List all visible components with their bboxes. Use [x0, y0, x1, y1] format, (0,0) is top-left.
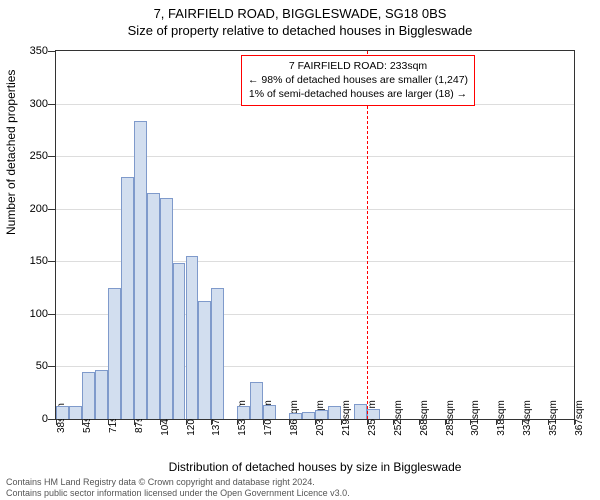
- y-tick: [48, 209, 56, 210]
- y-tick: [48, 366, 56, 367]
- footer-attribution: Contains HM Land Registry data © Crown c…: [6, 477, 350, 498]
- callout-row: 7 FAIRFIELD ROAD: 233sqm: [248, 59, 468, 73]
- histogram-bar: [263, 405, 276, 419]
- y-tick-label: 50: [16, 360, 48, 372]
- histogram-bar: [82, 372, 95, 419]
- y-tick: [48, 419, 56, 420]
- histogram-bar: [108, 288, 121, 419]
- y-tick: [48, 314, 56, 315]
- y-tick-label: 350: [16, 45, 48, 57]
- y-tick-label: 100: [16, 308, 48, 320]
- footer-line2: Contains public sector information licen…: [6, 488, 350, 498]
- property-marker-line: [367, 51, 368, 419]
- x-tick-label: 285sqm: [445, 400, 456, 436]
- histogram-bar: [328, 406, 341, 419]
- y-tick: [48, 51, 56, 52]
- y-tick-label: 150: [16, 255, 48, 267]
- y-tick-label: 200: [16, 203, 48, 215]
- histogram-bar: [302, 412, 315, 419]
- histogram-bar: [315, 410, 328, 419]
- footer-line1: Contains HM Land Registry data © Crown c…: [6, 477, 350, 487]
- callout-row: ← 98% of detached houses are smaller (1,…: [248, 73, 468, 87]
- histogram-bar: [121, 177, 134, 419]
- histogram-bar: [134, 121, 147, 419]
- histogram-bar: [237, 406, 250, 419]
- histogram-bar: [250, 382, 263, 419]
- x-axis-label: Distribution of detached houses by size …: [55, 460, 575, 474]
- x-tick-label: 351sqm: [548, 400, 559, 436]
- y-tick: [48, 261, 56, 262]
- histogram-bar: [95, 370, 108, 419]
- x-tick-label: 268sqm: [419, 400, 430, 436]
- histogram-bar: [289, 413, 302, 419]
- histogram-bar: [354, 404, 367, 419]
- chart-title-line1: 7, FAIRFIELD ROAD, BIGGLESWADE, SG18 0BS: [0, 0, 600, 21]
- x-tick-label: 334sqm: [522, 400, 533, 436]
- histogram-plot-area: 05010015020025030035038sqm54sqm71sqm87sq…: [55, 50, 575, 420]
- callout-row: 1% of semi-detached houses are larger (1…: [248, 87, 468, 101]
- y-tick: [48, 156, 56, 157]
- histogram-bar: [173, 263, 186, 419]
- chart-title-line2: Size of property relative to detached ho…: [0, 21, 600, 38]
- x-tick-label: 252sqm: [393, 400, 404, 436]
- y-tick: [48, 104, 56, 105]
- x-tick-label: 219sqm: [341, 400, 352, 436]
- histogram-bar: [147, 193, 160, 419]
- x-tick-label: 301sqm: [470, 400, 481, 436]
- histogram-bar: [198, 301, 211, 419]
- property-callout: 7 FAIRFIELD ROAD: 233sqm← 98% of detache…: [241, 55, 475, 106]
- y-tick-label: 250: [16, 150, 48, 162]
- x-tick-label: 367sqm: [574, 400, 585, 436]
- histogram-bar: [160, 198, 173, 419]
- y-axis-label: Number of detached properties: [4, 70, 18, 235]
- histogram-bar: [211, 288, 224, 419]
- histogram-bar: [56, 406, 69, 419]
- y-tick-label: 0: [16, 413, 48, 425]
- histogram-bar: [69, 406, 82, 419]
- histogram-bar: [367, 409, 380, 420]
- y-tick-label: 300: [16, 98, 48, 110]
- histogram-bar: [186, 256, 199, 419]
- x-tick-label: 318sqm: [496, 400, 507, 436]
